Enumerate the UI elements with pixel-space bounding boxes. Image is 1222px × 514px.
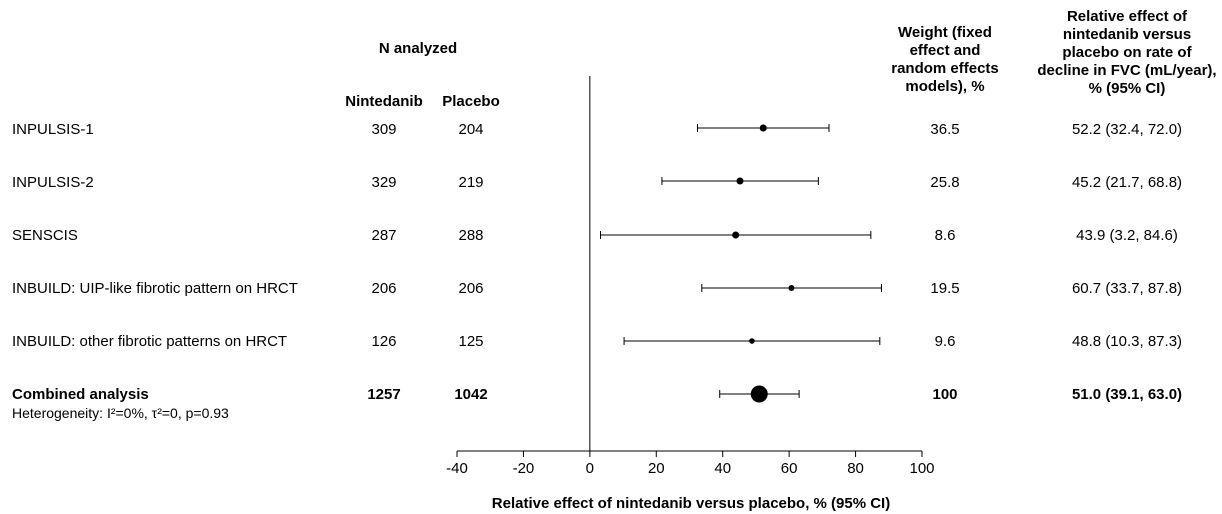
effect-header-line: decline in FVC (mL/year), <box>1037 62 1216 79</box>
weight-value: 19.5 <box>930 280 959 297</box>
x-tick-label: 100 <box>909 460 934 477</box>
placebo-n: 204 <box>458 121 483 138</box>
effect-header-line: nintedanib versus <box>1063 26 1191 43</box>
point-estimate <box>736 177 744 185</box>
point-estimate <box>759 124 767 132</box>
combined-effect: 51.0 (39.1, 63.0) <box>1072 386 1182 403</box>
weight-header-line: effect and <box>910 42 981 59</box>
study-label: SENSCIS <box>12 227 78 244</box>
effect-header-line: Relative effect of <box>1067 8 1188 25</box>
plot-area: -40 -20 0 20 40 60 80 100 <box>446 76 935 477</box>
study-row: SENSCIS 287 288 8.6 43.9 (3.2, 84.6) <box>12 227 1178 244</box>
x-tick-label: 40 <box>714 460 731 477</box>
placebo-n: 288 <box>458 227 483 244</box>
placebo-n: 125 <box>458 333 483 350</box>
x-tick-label: 20 <box>648 460 665 477</box>
combined-point-estimate <box>750 385 768 403</box>
nintedanib-n: 126 <box>371 333 396 350</box>
x-tick-label: 60 <box>781 460 798 477</box>
x-tick-label: 80 <box>847 460 864 477</box>
point-estimate <box>749 338 755 344</box>
nintedanib-n: 287 <box>371 227 396 244</box>
effect-value: 45.2 (21.7, 68.8) <box>1072 174 1182 191</box>
study-row: INPULSIS-2 329 219 25.8 45.2 (21.7, 68.8… <box>12 174 1182 191</box>
effect-value: 43.9 (3.2, 84.6) <box>1076 227 1178 244</box>
point-estimate <box>732 231 740 239</box>
effect-value: 52.2 (32.4, 72.0) <box>1072 121 1182 138</box>
study-row: INPULSIS-1 309 204 36.5 52.2 (32.4, 72.0… <box>12 121 1182 138</box>
effect-header-line: placebo on rate of <box>1062 44 1192 61</box>
placebo-column-header: Placebo <box>442 93 500 110</box>
effect-value: 48.8 (10.3, 87.3) <box>1072 333 1182 350</box>
point-estimate <box>788 285 795 291</box>
combined-nintedanib-n: 1257 <box>367 386 400 403</box>
weight-header-line: random effects <box>891 60 999 77</box>
weight-column-header: Weight (fixed effect and random effects … <box>891 24 999 95</box>
combined-row: Combined analysis Heterogeneity: I²=0%, … <box>12 386 1182 421</box>
x-tick-label: -40 <box>446 460 468 477</box>
nintedanib-n: 309 <box>371 121 396 138</box>
weight-value: 8.6 <box>935 227 956 244</box>
x-tick-label: 0 <box>586 460 594 477</box>
effect-header-line: % (95% CI) <box>1089 80 1166 97</box>
placebo-n: 206 <box>458 280 483 297</box>
study-label: INBUILD: other fibrotic patterns on HRCT <box>12 333 287 350</box>
effect-value: 60.7 (33.7, 87.8) <box>1072 280 1182 297</box>
nintedanib-n: 206 <box>371 280 396 297</box>
nintedanib-n: 329 <box>371 174 396 191</box>
study-label: INBUILD: UIP-like fibrotic pattern on HR… <box>12 280 298 297</box>
combined-weight: 100 <box>932 386 957 403</box>
study-row: INBUILD: other fibrotic patterns on HRCT… <box>12 333 1182 350</box>
weight-value: 9.6 <box>935 333 956 350</box>
weight-header-line: Weight (fixed <box>898 24 992 41</box>
n-analyzed-header: N analyzed <box>379 40 457 57</box>
combined-placebo-n: 1042 <box>454 386 487 403</box>
nintedanib-column-header: Nintedanib <box>345 93 423 110</box>
heterogeneity-text: Heterogeneity: I²=0%, τ²=0, p=0.93 <box>12 405 229 421</box>
x-axis-title: Relative effect of nintedanib versus pla… <box>492 495 890 512</box>
combined-label: Combined analysis <box>12 386 149 403</box>
weight-header-line: models), % <box>905 78 984 95</box>
effect-column-header: Relative effect of nintedanib versus pla… <box>1037 8 1216 97</box>
weight-value: 25.8 <box>930 174 959 191</box>
study-label: INPULSIS-1 <box>12 121 94 138</box>
weight-value: 36.5 <box>930 121 959 138</box>
study-label: INPULSIS-2 <box>12 174 94 191</box>
placebo-n: 219 <box>458 174 483 191</box>
x-tick-label: -20 <box>513 460 535 477</box>
study-row: INBUILD: UIP-like fibrotic pattern on HR… <box>12 280 1182 297</box>
